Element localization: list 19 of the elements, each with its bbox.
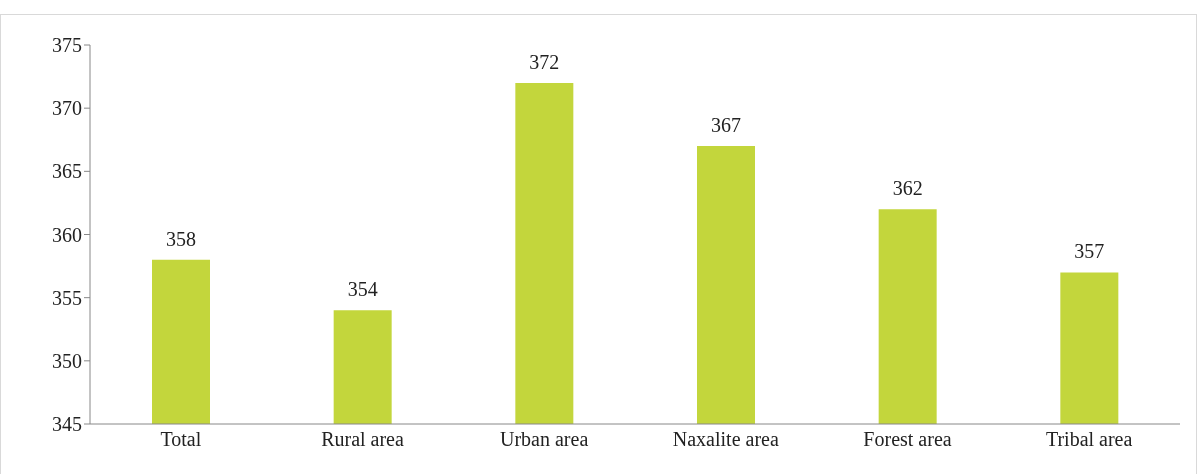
x-tick-label: Total bbox=[160, 428, 202, 451]
data-label: 372 bbox=[529, 50, 560, 73]
data-label: 357 bbox=[1074, 240, 1105, 263]
y-tick-label: 370 bbox=[52, 97, 82, 120]
y-tick-label: 360 bbox=[52, 223, 82, 246]
x-tick-label: Rural area bbox=[321, 428, 404, 451]
data-label: 354 bbox=[347, 278, 378, 301]
data-label: 367 bbox=[711, 114, 741, 137]
y-tick-label: 375 bbox=[52, 34, 82, 57]
y-tick-label: 365 bbox=[52, 160, 82, 183]
x-tick-label: Forest area bbox=[863, 428, 952, 451]
x-tick-label: Tribal area bbox=[1045, 428, 1133, 451]
y-tick-label: 355 bbox=[52, 286, 82, 309]
y-tick-label: 350 bbox=[52, 349, 82, 372]
x-tick-label: Naxalite area bbox=[672, 428, 779, 451]
data-label: 358 bbox=[166, 227, 196, 250]
y-tick-label: 345 bbox=[52, 413, 82, 436]
x-tick-label: Urban area bbox=[500, 428, 589, 451]
data-label: 362 bbox=[892, 177, 923, 200]
